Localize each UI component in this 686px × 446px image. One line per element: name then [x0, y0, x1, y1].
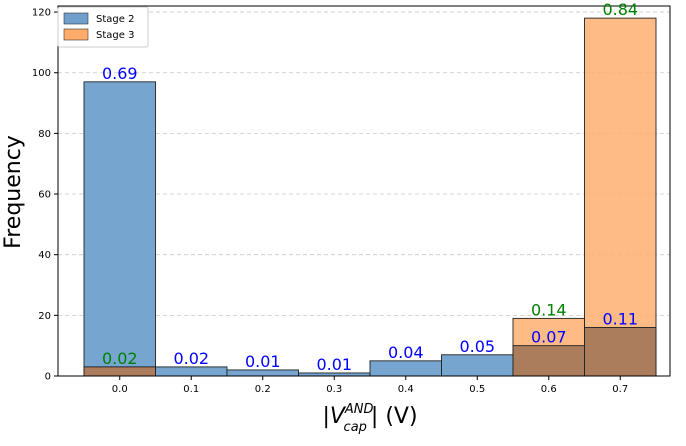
y-tick-label: 100 [32, 68, 51, 79]
y-tick-label: 60 [38, 190, 51, 201]
data-label-stage-2: 0.01 [245, 352, 281, 371]
bar-stage-2-0.1 [155, 366, 228, 377]
legend-swatch-stage-2 [63, 12, 89, 25]
y-tick-label: 0 [45, 372, 51, 383]
bar-overlap-0.0 [83, 366, 156, 377]
bar-stage-2-0.0 [83, 81, 156, 377]
x-tick-label: 0.6 [541, 384, 557, 395]
data-label-stage-3: 0.84 [602, 0, 638, 19]
y-tick-label: 80 [38, 129, 51, 140]
data-label-stage-2: 0.11 [602, 309, 638, 328]
bars-layer [83, 17, 657, 377]
y-tick-label: 20 [38, 311, 51, 322]
x-tick-label: 0.0 [112, 384, 128, 395]
x-tick-label: 0.1 [183, 384, 199, 395]
grid-layer [58, 11, 670, 316]
data-label-stage-2: 0.02 [173, 349, 209, 368]
y-tick-label: 120 [32, 8, 51, 19]
x-axis-label-sub: cap [344, 420, 367, 435]
plot-frame [57, 5, 671, 377]
data-label-stage-3: 0.14 [531, 300, 567, 319]
legend-swatch-stage-3 [63, 28, 89, 41]
data-label-stage-2: 0.05 [459, 337, 495, 356]
bar-stage-3-0.7 [584, 17, 657, 377]
bar-stage-2-0.5 [441, 354, 514, 377]
x-axis-label-suffix: | (V) [371, 404, 418, 429]
x-tick-label: 0.3 [326, 384, 342, 395]
y-axis-label: Frequency [1, 135, 26, 249]
x-tick-label: 0.7 [612, 384, 628, 395]
data-label-stage-3: 0.02 [102, 349, 138, 368]
axes-layer: 0 20 40 60 80 100 120 0.0 0.1 0.2 0.3 0.4 0.5 0.6 0.7 [32, 5, 671, 395]
x-tick-label: 0.5 [469, 384, 485, 395]
data-label-stage-2: 0.04 [388, 343, 424, 362]
legend: Stage 2 Stage 3 [57, 6, 149, 48]
y-tick-label: 40 [38, 250, 51, 261]
data-label-stage-2: 0.69 [102, 64, 138, 83]
data-label-stage-2: 0.07 [531, 328, 567, 347]
data-labels-layer: 0.69 0.02 0.01 0.01 0.04 0.05 0.07 0.11 0.02 0.14… [102, 0, 638, 374]
legend-label-stage-3: Stage 3 [96, 30, 134, 41]
x-tick-label: 0.4 [398, 384, 414, 395]
bar-overlap-0.6 [512, 345, 585, 377]
x-axis-label-prefix: |V [322, 404, 346, 429]
bar-overlap-0.7 [584, 327, 657, 377]
legend-label-stage-2: Stage 2 [96, 14, 134, 25]
x-axis-label: |VAND cap | (V) [322, 402, 417, 435]
data-label-stage-2: 0.01 [316, 355, 352, 374]
bar-stage-2-0.4 [369, 360, 442, 377]
x-axis-label-sup: AND [344, 402, 374, 417]
x-tick-label: 0.2 [255, 384, 271, 395]
